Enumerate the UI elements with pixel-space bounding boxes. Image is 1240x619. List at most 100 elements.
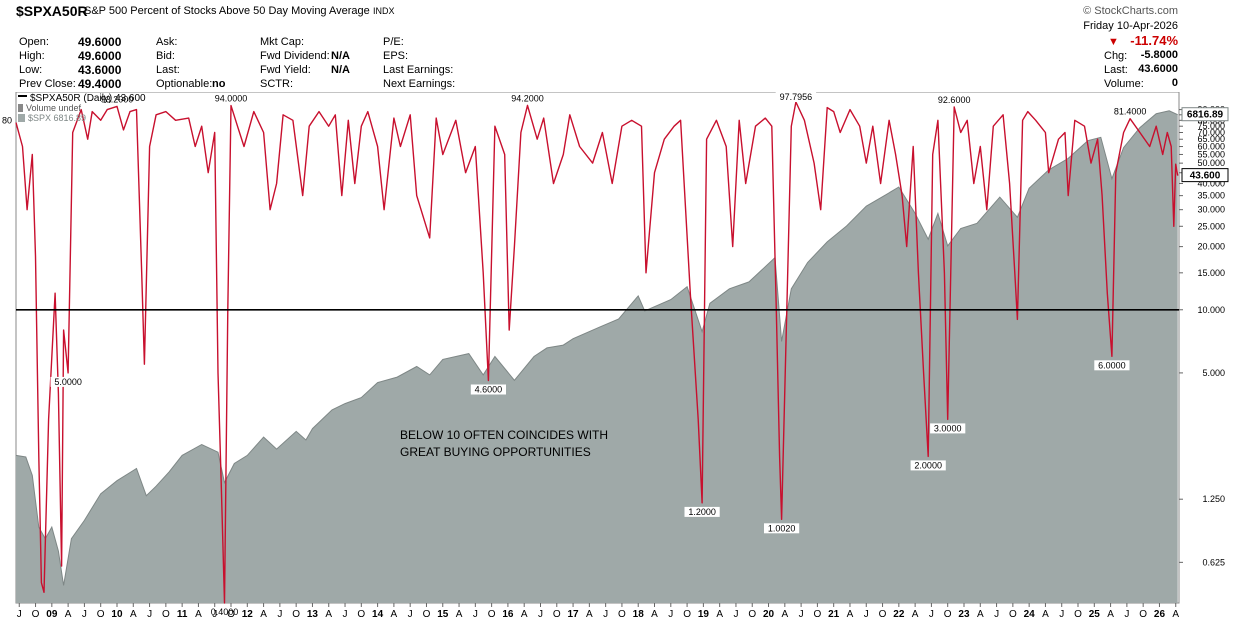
quote-date: Friday 10-Apr-2026 [1083, 20, 1178, 32]
x-tick-label: O [944, 609, 952, 619]
legend-overlay: $SPX 6816.89 [28, 113, 86, 123]
field-value: 43.6000 [1138, 63, 1178, 75]
annotation-line-1: BELOW 10 OFTEN COINCIDES WITH [400, 428, 608, 442]
left-axis-label: 80 [2, 115, 12, 125]
x-tick-label: J [929, 609, 934, 619]
x-tick-label: O [488, 609, 496, 619]
x-tick-label: J [668, 609, 673, 619]
extreme-label-bg [470, 384, 506, 395]
y-tick-label: 70.000 [1197, 127, 1225, 137]
field-value: 49.6000 [78, 49, 122, 63]
field-value: N/A [331, 64, 350, 76]
x-tick-label: O [748, 609, 756, 619]
x-tick-label: 13 [307, 609, 319, 619]
extreme-label: 5.0000 [54, 377, 82, 387]
y-tick-label: 20.000 [1197, 242, 1225, 252]
x-tick-label: A [456, 609, 463, 619]
y-tick-label: 15.000 [1197, 268, 1225, 278]
x-tick-label: A [130, 609, 137, 619]
x-tick-label: O [814, 609, 822, 619]
legend-volume: Volume undef [26, 103, 82, 113]
field-label: Mkt Cap: [260, 36, 305, 48]
x-tick-label: 21 [828, 609, 840, 619]
x-tick-label: J [212, 609, 217, 619]
x-tick-label: A [716, 609, 723, 619]
extreme-label-bg [764, 523, 800, 534]
extreme-label-bg [507, 93, 548, 104]
legend-volume-swatch [18, 104, 23, 112]
x-tick-label: J [733, 609, 738, 619]
spx-area [16, 110, 1178, 604]
symbol: $SPXA50R [16, 3, 88, 19]
x-tick-label: A [325, 609, 332, 619]
extreme-label: 94.0000 [215, 94, 248, 104]
legend-overlay-swatch [18, 114, 25, 122]
x-tick-label: J [147, 609, 152, 619]
x-tick-label: 12 [242, 609, 254, 619]
x-axis: J O 09 A J O 10 A J O 11 A J O 12 A J O 13 A J O 14 A J O 15 A J O 16 A… [17, 603, 1179, 619]
x-tick-label: A [260, 609, 267, 619]
field-label: Last: [156, 64, 180, 76]
field-label: Prev Close: [19, 78, 76, 90]
field-value: 49.6000 [78, 35, 122, 49]
x-tick-label: O [683, 609, 691, 619]
extreme-label-bg [210, 93, 252, 104]
spx-area-edge [15, 110, 1178, 586]
x-tick-label: O [162, 609, 170, 619]
field-label: Next Earnings: [383, 78, 456, 90]
x-tick-label: O [879, 609, 887, 619]
extreme-label-bg [910, 460, 946, 471]
x-tick-label: O [1074, 609, 1082, 619]
x-tick-label: J [473, 609, 478, 619]
field-label: Bid: [156, 50, 175, 62]
legend-line-swatch [18, 95, 27, 97]
x-tick-label: O [553, 609, 561, 619]
x-tick-label: 16 [502, 609, 514, 619]
y-tick-label: 55.000 [1197, 149, 1225, 159]
x-tick-label: 18 [633, 609, 645, 619]
x-tick-label: J [799, 609, 804, 619]
extreme-label-bg [1094, 360, 1130, 371]
x-tick-label: J [82, 609, 87, 619]
description: S&P 500 Percent of Stocks Above 50 Day M… [84, 5, 370, 17]
field-label: EPS: [383, 50, 409, 62]
field-label: SCTR: [260, 78, 293, 90]
overlay-value-box [1181, 107, 1229, 122]
y-tick-label: 5.000 [1202, 368, 1225, 378]
x-tick-label: 14 [372, 609, 384, 619]
field-label: High: [19, 50, 45, 62]
x-tick-label: J [538, 609, 543, 619]
x-tick-label: A [521, 609, 528, 619]
x-tick-label: 25 [1089, 609, 1101, 619]
extreme-label-bg [206, 607, 243, 617]
extreme-label-bg [96, 94, 138, 105]
extreme-label: 0.4000 [211, 607, 239, 617]
y-tick-label: 35.000 [1197, 191, 1225, 201]
x-tick-label: 17 [568, 609, 580, 619]
field-label: Low: [19, 64, 43, 76]
y-tick-label: 75.000 [1197, 121, 1225, 131]
x-tick-label: A [391, 609, 398, 619]
extreme-label-bg [934, 95, 975, 105]
y-tick-label: 60.000 [1197, 142, 1225, 152]
extreme-label: 3.0000 [934, 423, 962, 433]
extreme-label: 4.6000 [475, 385, 503, 395]
x-tick-label: J [277, 609, 282, 619]
field-label: Chg: [1104, 50, 1128, 62]
extreme-label: 81.4000 [1114, 107, 1147, 117]
x-tick-label: A [1042, 609, 1049, 619]
field-label: Fwd Yield: [260, 64, 311, 76]
extreme-label-bg [930, 423, 966, 434]
extreme-label: 94.2000 [511, 93, 544, 103]
x-tick-label: J [1124, 609, 1129, 619]
x-tick-label: J [1059, 609, 1064, 619]
field-value: N/A [331, 50, 350, 62]
extreme-labels: 93.2000 94.0000 94.2000 97.7956 92.6000 81.40… [50, 92, 1151, 617]
spxa50r-line-layer [15, 101, 1179, 604]
field-label: Fwd Dividend: [260, 50, 330, 62]
change-percent: -11.74% [1130, 33, 1178, 48]
field-value: no [212, 78, 226, 90]
x-tick-label: O [618, 609, 626, 619]
x-tick-label: A [847, 609, 854, 619]
x-tick-label: O [357, 609, 365, 619]
